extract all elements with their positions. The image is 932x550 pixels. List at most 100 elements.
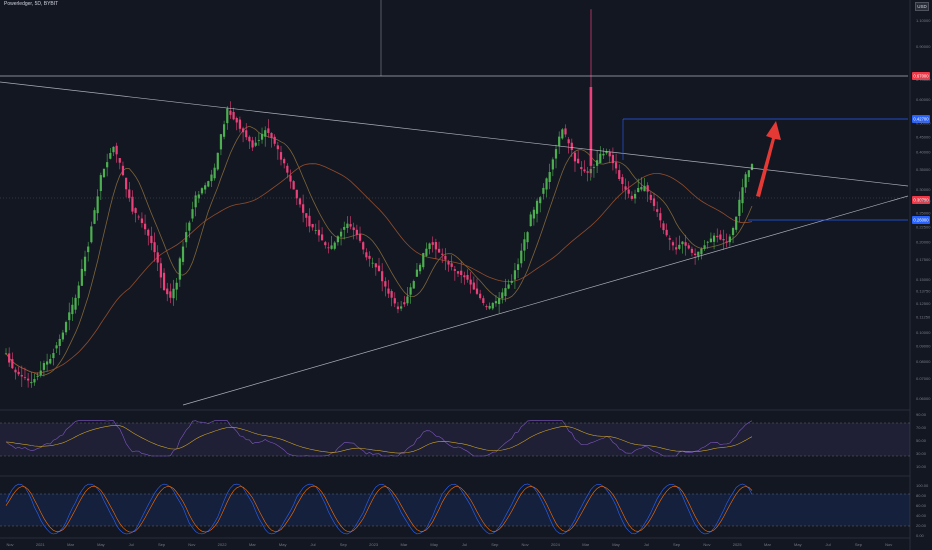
candle-body: [697, 251, 700, 256]
candle-body: [128, 189, 131, 199]
candle-body: [450, 263, 453, 267]
candle-body: [694, 253, 697, 256]
candle-body: [520, 250, 523, 264]
candle-body: [608, 152, 611, 157]
candle-body: [112, 146, 115, 153]
candle-body: [55, 345, 58, 349]
time-tick-label: Sep: [855, 542, 863, 547]
candle-body: [213, 167, 216, 179]
rsi-tick-label: 90.00: [916, 412, 927, 417]
candle-body: [197, 194, 200, 199]
candle-body: [444, 255, 447, 260]
price-tick-label: 0.35000: [916, 167, 931, 172]
candle-body: [8, 353, 11, 363]
candle-body: [311, 224, 314, 228]
candle-body: [409, 287, 412, 295]
candle-body: [583, 169, 586, 172]
candle-body: [352, 227, 355, 231]
candle-body: [706, 241, 709, 243]
candle-body: [747, 170, 750, 178]
candle-body: [371, 262, 374, 264]
price-tick-label: 0.08000: [916, 359, 931, 364]
chart-title: Powerledger, 5D, BYBIT: [4, 1, 59, 7]
candle-body: [719, 234, 722, 240]
candle-body: [83, 256, 87, 272]
candle-body: [728, 236, 731, 243]
candle-body: [109, 153, 112, 159]
time-tick-label: 2024: [551, 542, 561, 547]
candle-body: [102, 168, 106, 178]
candle-body: [175, 282, 178, 290]
candle-body: [295, 189, 298, 199]
candle-body: [58, 338, 61, 346]
time-tick-label: May: [430, 542, 438, 547]
candle-body: [355, 229, 358, 235]
candle-body: [482, 298, 485, 303]
candle-body: [652, 198, 656, 206]
candle-body: [248, 136, 251, 142]
candle-body: [738, 199, 741, 216]
candle-body: [17, 371, 20, 375]
stoch-tick-label: 80.00: [916, 493, 927, 498]
stoch-d-line: [5, 485, 753, 533]
time-tick-label: Nov: [703, 542, 710, 547]
time-tick-label: 2021: [36, 542, 46, 547]
candle-body: [507, 284, 510, 289]
candle-body: [115, 145, 118, 155]
candle-body: [741, 187, 744, 204]
candle-body: [501, 292, 504, 299]
support-trendline: [182, 195, 909, 406]
candle-body: [267, 128, 270, 133]
candle-body: [358, 233, 362, 241]
stoch-band: [0, 494, 910, 526]
candle-body: [396, 306, 400, 310]
candle-body: [510, 280, 513, 283]
candle-body: [523, 239, 526, 251]
up-arrow-icon: [756, 121, 781, 197]
time-tick-label: Jul: [310, 542, 315, 547]
candle-body: [185, 232, 188, 243]
candle-body: [662, 223, 665, 231]
candle-body: [96, 196, 99, 214]
price-tick-label: 0.12500: [916, 301, 931, 306]
candle-body: [131, 196, 134, 212]
candle-body: [241, 128, 245, 133]
time-tick-label: Sep: [673, 542, 681, 547]
candle-body: [219, 134, 223, 150]
candle-body: [159, 263, 162, 278]
candle-body: [188, 222, 191, 231]
currency-badge[interactable]: USD: [915, 2, 929, 11]
time-tick-label: Sep: [158, 542, 166, 547]
candle-body: [226, 108, 229, 124]
candle-body: [156, 252, 159, 263]
candle-body: [548, 172, 551, 182]
candle-body: [665, 229, 668, 236]
candle-body: [570, 142, 573, 151]
candle-body: [412, 281, 415, 289]
candle-body: [216, 152, 219, 170]
candle-body: [422, 253, 425, 268]
candle-body: [283, 159, 286, 164]
candle-body: [374, 263, 377, 268]
time-tick-label: Jul: [462, 542, 467, 547]
stoch-k-line: [5, 483, 753, 535]
candle-body: [245, 130, 248, 138]
candle-body: [535, 200, 539, 214]
candle-body: [27, 378, 30, 381]
price-tick-label: 0.25000: [916, 211, 931, 216]
candle-body: [406, 296, 409, 304]
rsi-tick-label: 30.00: [916, 451, 927, 456]
stoch-tick-label: 20.00: [916, 523, 927, 528]
candle-body: [558, 136, 561, 146]
candle-body: [11, 359, 14, 369]
candle-body: [630, 195, 633, 199]
candle-body: [346, 223, 349, 229]
candle-body: [61, 332, 64, 340]
candle-body: [87, 246, 90, 253]
price-tick-label: 0.20000: [916, 240, 931, 245]
candle-body: [150, 235, 153, 244]
candle-body: [181, 246, 185, 262]
rsi-ma-line: [5, 424, 753, 454]
